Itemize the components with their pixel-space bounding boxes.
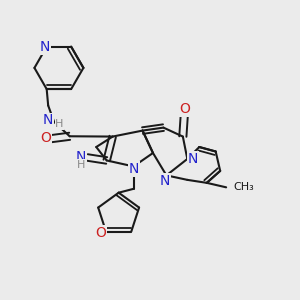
Text: N: N: [160, 174, 170, 188]
Text: N: N: [42, 113, 53, 128]
Text: N: N: [188, 152, 198, 166]
Text: N: N: [40, 40, 50, 54]
Text: O: O: [40, 131, 51, 145]
Text: H: H: [55, 119, 64, 129]
Text: O: O: [179, 102, 190, 116]
Text: N: N: [128, 162, 139, 176]
Text: N: N: [76, 150, 86, 164]
Text: H: H: [76, 160, 85, 170]
Text: CH₃: CH₃: [234, 182, 254, 192]
Text: O: O: [95, 226, 106, 240]
